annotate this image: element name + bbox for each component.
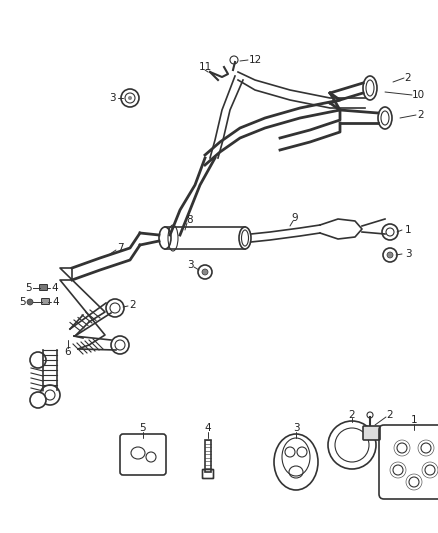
Text: 3: 3 bbox=[109, 93, 115, 103]
Text: 3: 3 bbox=[405, 249, 411, 259]
Ellipse shape bbox=[239, 227, 251, 249]
Text: 1: 1 bbox=[405, 225, 411, 235]
Ellipse shape bbox=[159, 227, 171, 249]
Text: 12: 12 bbox=[248, 55, 261, 65]
Text: 1: 1 bbox=[411, 415, 417, 425]
Text: 3: 3 bbox=[293, 423, 299, 433]
Text: 6: 6 bbox=[65, 347, 71, 357]
FancyBboxPatch shape bbox=[363, 426, 380, 440]
Circle shape bbox=[111, 336, 129, 354]
Circle shape bbox=[387, 252, 393, 258]
Circle shape bbox=[27, 299, 33, 305]
Text: 3: 3 bbox=[187, 260, 193, 270]
Bar bbox=[165, 227, 245, 249]
Bar bbox=[205, 440, 211, 472]
Text: 5: 5 bbox=[25, 283, 31, 293]
Text: 8: 8 bbox=[187, 215, 193, 225]
Text: 2: 2 bbox=[130, 300, 136, 310]
Circle shape bbox=[121, 89, 139, 107]
Circle shape bbox=[198, 265, 212, 279]
Circle shape bbox=[382, 224, 398, 240]
Circle shape bbox=[128, 96, 132, 100]
Text: 7: 7 bbox=[117, 243, 124, 253]
Text: 10: 10 bbox=[411, 90, 424, 100]
FancyBboxPatch shape bbox=[42, 298, 49, 304]
Text: 5: 5 bbox=[140, 423, 146, 433]
Text: 2: 2 bbox=[387, 410, 393, 420]
Text: 11: 11 bbox=[198, 62, 212, 72]
Text: 2: 2 bbox=[405, 73, 411, 83]
Text: 5: 5 bbox=[19, 297, 25, 307]
FancyBboxPatch shape bbox=[39, 285, 47, 290]
Text: 2: 2 bbox=[349, 410, 355, 420]
Circle shape bbox=[40, 385, 60, 405]
Circle shape bbox=[30, 392, 46, 408]
Text: 4: 4 bbox=[205, 423, 211, 433]
Circle shape bbox=[106, 299, 124, 317]
Text: 4: 4 bbox=[52, 283, 58, 293]
Circle shape bbox=[30, 352, 46, 368]
Circle shape bbox=[383, 248, 397, 262]
Circle shape bbox=[202, 269, 208, 275]
Text: 2: 2 bbox=[418, 110, 424, 120]
Text: 4: 4 bbox=[53, 297, 59, 307]
Text: 9: 9 bbox=[292, 213, 298, 223]
